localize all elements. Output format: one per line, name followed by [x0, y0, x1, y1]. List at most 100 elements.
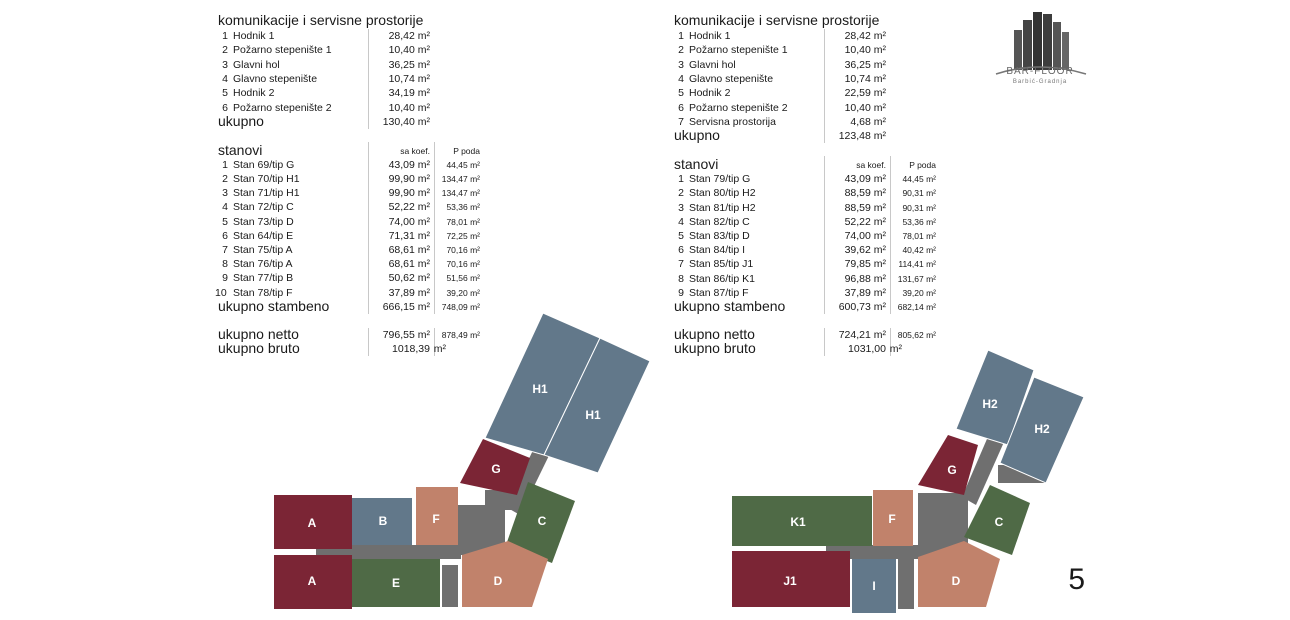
comm-row-area: 10,40 m² — [388, 101, 430, 114]
comm-row-number: 4 — [678, 72, 684, 85]
comm-row: 7 Servisna prostorija 4,68 m² — [674, 115, 886, 129]
label-b: B — [379, 514, 388, 528]
comm-row-number: 5 — [678, 87, 684, 100]
unit-g — [918, 435, 978, 495]
unit-c — [506, 482, 575, 563]
netto-total: 724,21 m² 805,62 m² — [674, 328, 936, 342]
right-floor-plan: H2 H2 G C D K1 F J1 I — [732, 349, 1085, 613]
unit-j1 — [732, 551, 850, 607]
bruto-label: ukupno bruto — [674, 339, 756, 356]
comm-row-area: 36,25 m² — [844, 58, 886, 71]
comm-row-area: 34,19 m² — [388, 87, 430, 100]
flat-row-area-coef: 74,00 m² — [388, 215, 430, 228]
col-header-coef: sa koef. — [400, 145, 430, 156]
flat-row-area-coef: 71,31 m² — [388, 229, 430, 242]
flat-row-area-floor: 78,01 m² — [902, 230, 936, 241]
comm-row-number: 5 — [222, 87, 228, 100]
residential-total-label: ukupno stambeno — [218, 297, 330, 314]
netto-total-floor: 805,62 m² — [897, 329, 936, 340]
flat-row-name: Stan 69/tip G — [233, 158, 295, 171]
flats-title: stanovi — [674, 156, 719, 173]
residential-total: 666,15 m² 748,09 m² — [218, 300, 480, 314]
flat-row-area-coef: 74,00 m² — [844, 229, 886, 242]
comm-row: 5 Hodnik 2 22,59 m² — [674, 86, 886, 100]
label-g: G — [947, 463, 956, 477]
bruto-total: 1018,39 m² — [218, 342, 480, 356]
right-units — [732, 349, 1085, 613]
comm-row-name: Požarno stepenište 1 — [689, 44, 788, 57]
flat-row-number: 5 — [678, 229, 684, 242]
comm-row-number: 3 — [222, 58, 228, 71]
left-units — [274, 312, 651, 609]
bruto-label: ukupno bruto — [218, 339, 300, 356]
flat-row: 7 Stan 75/tip A 68,61 m² 70,16 m² — [218, 243, 480, 257]
col-header-floor: P poda — [909, 160, 936, 171]
label-f: F — [432, 512, 439, 526]
comm-row-name: Požarno stepenište 1 — [233, 44, 332, 57]
comm-row-name: Hodnik 2 — [689, 87, 731, 100]
logo-building-icon — [995, 12, 1087, 75]
label-k1: K1 — [790, 515, 806, 529]
comm-row-number: 7 — [678, 115, 684, 128]
comm-row-name: Glavno stepenište — [233, 72, 318, 85]
flat-row-area-coef: 88,59 m² — [844, 187, 886, 200]
comm-row-name: Hodnik 2 — [233, 87, 275, 100]
comm-row-number: 4 — [222, 72, 228, 85]
netto-total: 796,55 m² 878,49 m² — [218, 328, 480, 342]
page-number: 5 — [1068, 563, 1085, 596]
unit-c — [964, 485, 1030, 555]
comm-row: 3 Glavni hol 36,25 m² — [218, 58, 430, 72]
flat-row: 9 Stan 77/tip B 50,62 m² 51,56 m² — [218, 271, 480, 285]
flat-row: 4 Stan 72/tip C 52,22 m² 53,36 m² — [218, 200, 480, 214]
flat-row-area-floor: 44,45 m² — [446, 159, 480, 170]
label-e: E — [392, 576, 400, 590]
label-h2-right: H2 — [1034, 422, 1050, 436]
bruto-total-value: 1031,00 — [848, 342, 886, 355]
left-floor-plan: H1 H1 G C D A A B F E — [274, 312, 651, 609]
unit-d — [918, 541, 1000, 607]
flats-title: stanovi — [218, 141, 263, 158]
flat-row: 3 Stan 71/tip H1 99,90 m² 134,47 m² — [218, 186, 480, 200]
unit-h2-right — [999, 376, 1085, 484]
netto-divider-2 — [434, 327, 435, 356]
flat-row-number: 6 — [678, 244, 684, 257]
residential-total-label: ukupno stambeno — [674, 297, 786, 314]
flat-row-area-coef: 68,61 m² — [388, 244, 430, 256]
comm-row-name: Hodnik 1 — [689, 30, 731, 42]
comm-row-name: Požarno stepenište 2 — [689, 101, 788, 114]
flat-row-number: 4 — [678, 215, 684, 228]
comm-row: 1 Hodnik 1 28,42 m² — [218, 29, 430, 43]
flat-row-name: Stan 72/tip C — [233, 201, 294, 214]
flat-row-area-coef: 99,90 m² — [388, 173, 430, 185]
comm-row-area: 10,40 m² — [844, 101, 886, 114]
flat-row: 10 Stan 78/tip F 37,89 m² 39,20 m² — [215, 286, 480, 300]
flats-divider-2 — [890, 156, 891, 314]
flat-row-number: 7 — [678, 258, 684, 271]
flat-row: 4 Stan 82/tip C 52,22 m² 53,36 m² — [674, 215, 936, 229]
residential-total-coef: 600,73 m² — [838, 300, 886, 313]
flat-row: 1 Stan 69/tip G 43,09 m² 44,45 m² — [218, 158, 480, 172]
flat-row-number: 8 — [678, 272, 684, 285]
comm-row: 4 Glavno stepenište 10,74 m² — [218, 72, 430, 86]
flat-row-name: Stan 82/tip C — [689, 215, 750, 228]
residential-total-coef: 666,15 m² — [382, 300, 430, 313]
flat-row-area-coef: 43,09 m² — [388, 158, 430, 171]
flat-row-name: Stan 77/tip B — [233, 272, 294, 285]
unit-a-top — [274, 495, 352, 549]
comm-row-area: 28,42 m² — [388, 30, 430, 42]
comm-row-area: 28,42 m² — [844, 30, 886, 42]
col-header-coef: sa koef. — [856, 160, 886, 171]
comm-row-name: Hodnik 1 — [233, 30, 275, 42]
flat-row: 1 Stan 79/tip G 43,09 m² 44,45 m² — [674, 172, 936, 186]
label-c: C — [995, 515, 1004, 529]
flat-row-number: 3 — [222, 187, 228, 200]
netto-label: ukupno netto — [218, 325, 299, 342]
label-d: D — [494, 574, 503, 588]
netto-total-coef: 724,21 m² — [838, 328, 886, 341]
flat-row: 8 Stan 76/tip A 68,61 m² 70,16 m² — [218, 257, 480, 271]
label-h1-left: H1 — [532, 382, 548, 396]
flat-row-name: Stan 76/tip A — [233, 258, 293, 271]
netto-total-coef: 796,55 m² — [382, 328, 430, 341]
comm-row-area: 10,74 m² — [388, 72, 430, 85]
comm-row: 3 Glavni hol 36,25 m² — [674, 58, 886, 72]
